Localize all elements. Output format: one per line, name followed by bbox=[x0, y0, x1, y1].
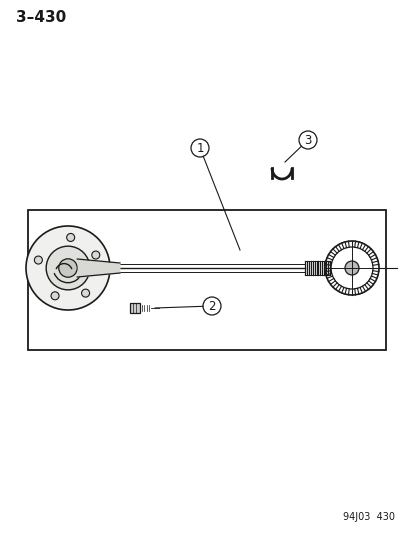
Text: 3: 3 bbox=[304, 133, 311, 147]
Circle shape bbox=[34, 256, 42, 264]
Circle shape bbox=[51, 292, 59, 300]
Circle shape bbox=[330, 247, 372, 289]
Text: 3–430: 3–430 bbox=[16, 10, 66, 25]
Circle shape bbox=[92, 251, 100, 259]
Bar bbox=[130, 303, 140, 313]
Circle shape bbox=[66, 233, 74, 241]
Bar bbox=[28, 210, 385, 350]
Circle shape bbox=[298, 131, 316, 149]
Circle shape bbox=[344, 261, 358, 275]
Circle shape bbox=[81, 289, 89, 297]
Circle shape bbox=[26, 226, 110, 310]
Circle shape bbox=[59, 259, 77, 277]
Circle shape bbox=[202, 297, 221, 315]
Circle shape bbox=[46, 246, 90, 290]
Text: 2: 2 bbox=[208, 300, 215, 312]
Circle shape bbox=[190, 139, 209, 157]
Text: 94J03  430: 94J03 430 bbox=[342, 512, 394, 522]
Circle shape bbox=[324, 241, 378, 295]
Text: 1: 1 bbox=[196, 141, 203, 155]
